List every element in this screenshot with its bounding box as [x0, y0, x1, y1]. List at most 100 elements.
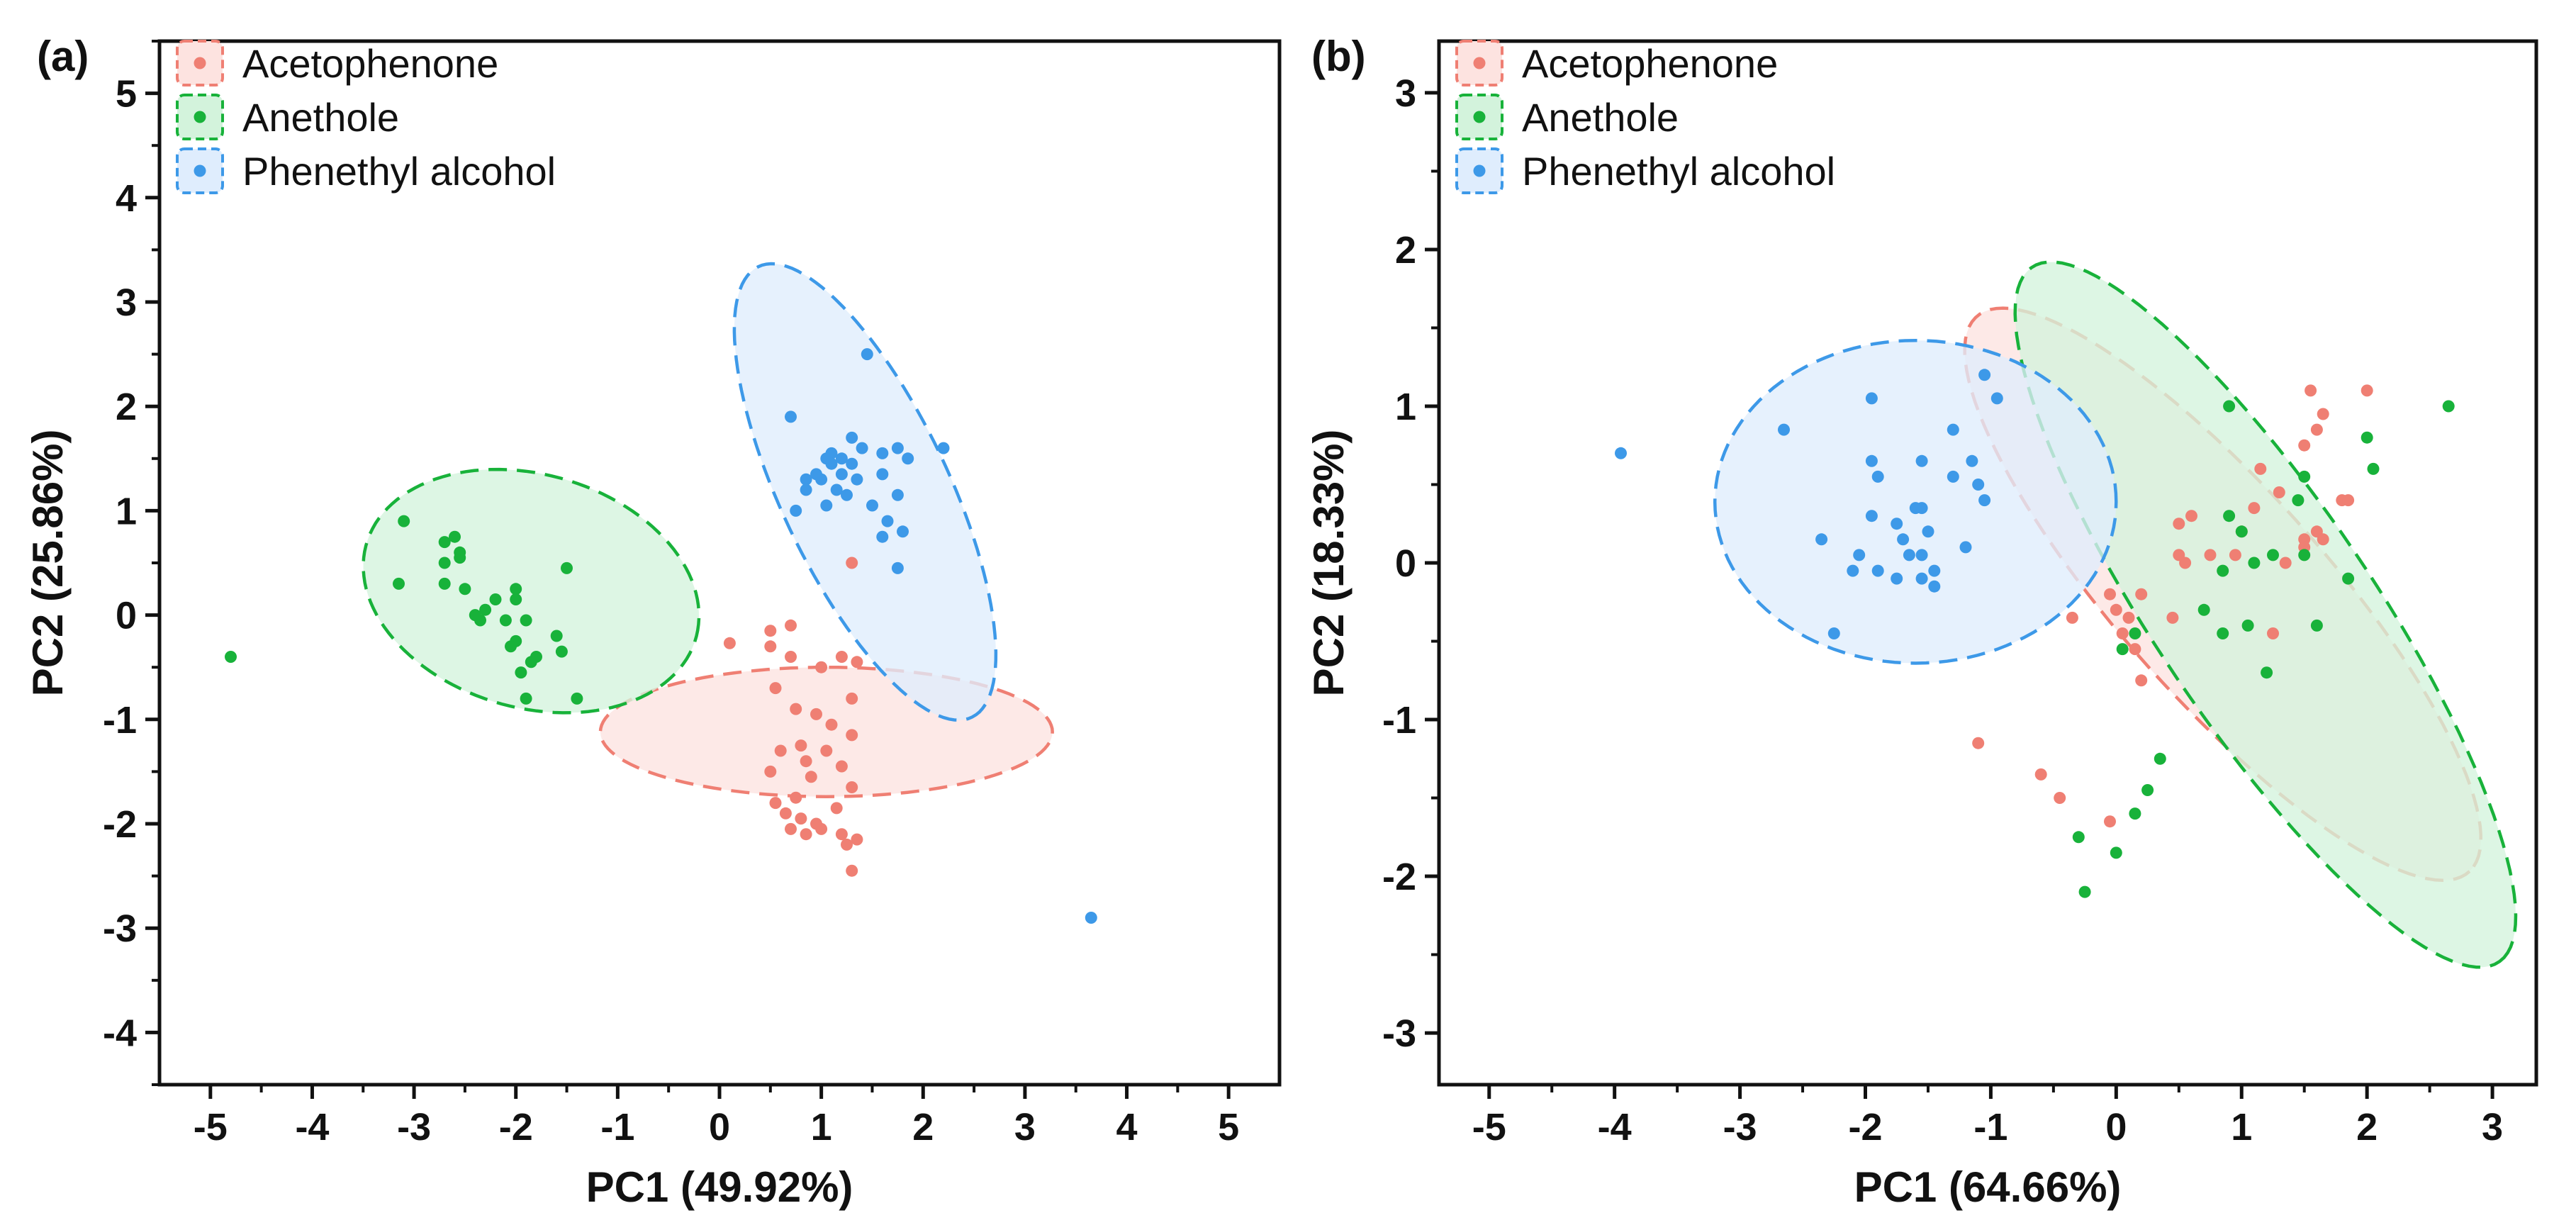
data-point-series-0	[815, 823, 827, 835]
data-point-series-2	[1991, 392, 2003, 404]
data-point-series-2	[866, 500, 878, 512]
data-point-series-0	[2317, 533, 2329, 545]
data-point-series-0	[826, 719, 838, 731]
data-point-series-2	[1872, 565, 1884, 577]
data-point-series-0	[795, 812, 807, 824]
data-point-series-1	[439, 578, 451, 590]
y-tick-label: -3	[103, 907, 137, 950]
data-point-series-1	[2141, 784, 2154, 796]
data-point-series-2	[1928, 581, 1940, 593]
data-point-series-2	[846, 432, 858, 444]
data-point-series-0	[2135, 674, 2147, 686]
data-point-series-0	[2273, 486, 2285, 498]
y-tick-label: -2	[103, 803, 137, 846]
data-point-series-1	[2198, 604, 2210, 616]
legend-label: Acetophenone	[242, 41, 498, 86]
data-point-series-1	[561, 562, 573, 574]
data-point-series-1	[2361, 432, 2373, 444]
legend-label: Phenethyl alcohol	[242, 149, 556, 194]
data-point-series-1	[556, 646, 568, 658]
y-axis-title: PC2 (25.86%)	[24, 430, 72, 697]
data-point-series-2	[861, 348, 873, 360]
data-point-series-2	[1978, 494, 1990, 506]
y-tick-label: -4	[103, 1012, 137, 1054]
data-point-series-2	[882, 515, 894, 527]
y-tick-label: 4	[116, 177, 137, 220]
data-point-series-1	[510, 583, 522, 595]
data-point-series-1	[2292, 494, 2304, 506]
data-point-series-2	[876, 468, 888, 480]
data-point-series-2	[800, 474, 812, 486]
data-point-series-0	[790, 792, 802, 804]
legend-item-0: Acetophenone	[177, 41, 498, 86]
data-point-series-1	[2267, 549, 2279, 561]
panel-b: -5 -4 -3 -2 -1 0 1 2 3-3-2-10123PC1 (64.66%)PC2 …	[1305, 33, 2536, 1211]
data-point-series-1	[2117, 643, 2129, 655]
x-tick-label: 4	[1116, 1106, 1138, 1148]
data-point-series-0	[2179, 557, 2191, 569]
data-point-series-0	[800, 828, 812, 840]
x-tick-label: 1	[2231, 1106, 2252, 1148]
data-point-series-2	[876, 447, 888, 459]
data-point-series-1	[2129, 627, 2141, 639]
data-point-series-2	[1916, 573, 1928, 585]
y-tick-label: 3	[116, 281, 137, 324]
data-point-series-2	[1916, 549, 1928, 561]
x-tick-label: -2	[499, 1106, 533, 1148]
data-point-series-0	[2280, 557, 2292, 569]
data-point-series-1	[2217, 565, 2229, 577]
data-point-series-2	[1778, 424, 1790, 436]
data-point-series-1	[505, 640, 517, 652]
data-point-series-0	[2229, 549, 2241, 561]
data-point-series-0	[846, 693, 858, 705]
data-point-series-2	[1972, 479, 1984, 491]
data-point-series-0	[2123, 612, 2135, 624]
data-point-series-1	[2298, 549, 2310, 561]
data-point-series-0	[775, 745, 787, 757]
data-point-series-1	[439, 557, 451, 569]
data-point-series-1	[459, 583, 471, 595]
data-point-series-0	[2104, 815, 2116, 827]
data-point-series-1	[398, 515, 410, 527]
data-point-series-1	[2368, 463, 2380, 475]
data-point-series-2	[1947, 471, 1959, 483]
y-tick-label: -1	[103, 699, 137, 742]
x-tick-label: -1	[600, 1106, 634, 1148]
data-point-series-1	[2073, 831, 2085, 843]
data-point-series-1	[2236, 525, 2248, 537]
data-point-series-0	[770, 682, 782, 694]
legend-label: Anethole	[242, 95, 399, 140]
y-tick-label: 2	[1395, 229, 1416, 272]
data-point-series-1	[2154, 753, 2166, 765]
x-tick-label: 3	[2482, 1106, 2503, 1148]
figure: -5 -4 -3 -2 -1 0 1 2 3 4 5-4-3-2-1012345PC1 (49.92…	[0, 0, 2576, 1230]
data-point-series-2	[820, 500, 832, 512]
data-point-series-0	[2166, 612, 2178, 624]
data-point-series-0	[785, 651, 797, 663]
confidence-ellipse-1	[2015, 262, 2516, 967]
data-point-series-0	[1972, 737, 1984, 749]
data-point-series-0	[764, 625, 776, 637]
data-point-series-1	[449, 531, 461, 543]
legend-item-2: Phenethyl alcohol	[1457, 149, 1835, 194]
x-tick-label: -5	[1472, 1106, 1506, 1148]
panel-a: -5 -4 -3 -2 -1 0 1 2 3 4 5 -4 -3 -2 -1 0 1 2 3 4 5 PC1 (49.92…	[24, 33, 1279, 1211]
data-point-series-0	[2066, 612, 2078, 624]
data-point-series-1	[2311, 620, 2323, 632]
data-point-series-0	[846, 781, 858, 793]
data-point-series-0	[764, 640, 776, 652]
x-tick-label: 2	[2356, 1106, 2378, 1148]
data-point-series-0	[2311, 424, 2323, 436]
x-tick-label: -2	[1849, 1106, 1883, 1148]
data-point-series-2	[815, 474, 827, 486]
data-point-series-2	[1947, 424, 1959, 436]
data-point-series-2	[1891, 573, 1903, 585]
data-point-series-0	[846, 557, 858, 569]
data-point-series-0	[846, 865, 858, 877]
data-point-series-1	[551, 630, 563, 642]
data-point-series-0	[805, 771, 817, 783]
data-point-series-2	[897, 525, 909, 537]
data-point-series-0	[2298, 440, 2310, 452]
data-point-series-0	[810, 708, 822, 720]
data-point-series-0	[800, 755, 812, 767]
